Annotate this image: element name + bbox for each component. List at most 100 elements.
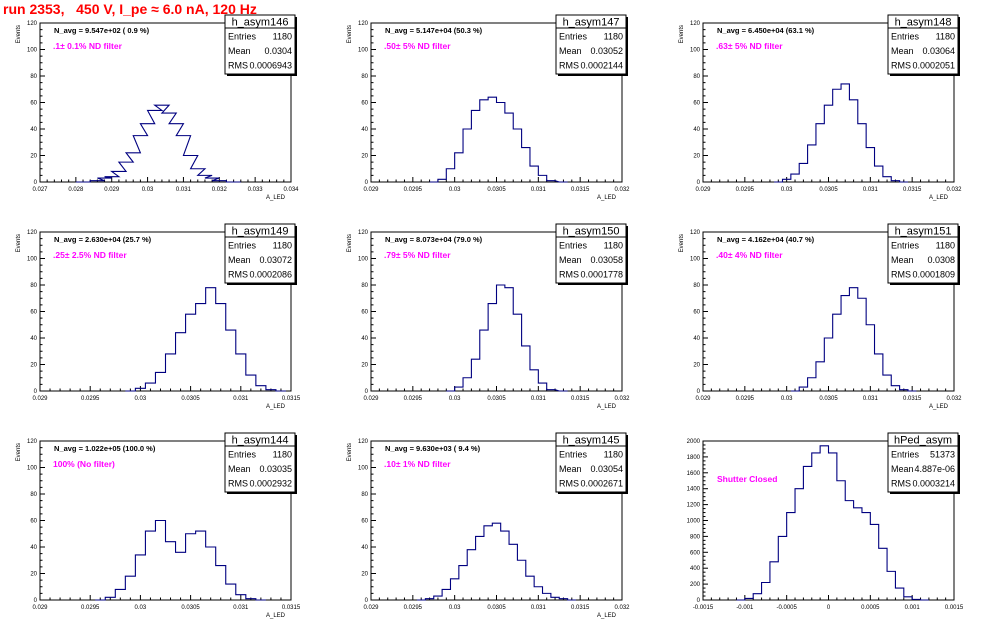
x-tick-label: -0.0005 (776, 605, 797, 611)
y-tick-label: 80 (361, 74, 368, 80)
y-axis-label: Events (347, 25, 353, 43)
y-tick-label: 100 (27, 466, 38, 472)
x-axis-label: A_LED (266, 613, 286, 619)
y-axis-label: Events (16, 443, 22, 461)
x-tick-label: 0.031 (531, 605, 547, 611)
filter-label: 100% (No filter) (53, 459, 115, 469)
histogram-panel-hPed_asym: -0.0015 -0.001 -0.0005 0 0.0005 0.001 0.0015 0 2… (687, 432, 964, 611)
stats-value: 1180 (604, 450, 623, 460)
stats-value: 4.887e-06 (914, 464, 955, 474)
stats-value: 0.0002671 (580, 479, 623, 489)
stats-label: Mean (559, 255, 582, 265)
n-avg-annotation: N_avg = 9.547e+02 ( 0.9 %) (54, 26, 150, 35)
stats-label: RMS (228, 270, 248, 280)
n-avg-annotation: N_avg = 1.022e+05 (100.0 %) (54, 444, 156, 453)
x-tick-label: 0.03 (449, 396, 461, 402)
y-tick-label: 40 (361, 545, 368, 551)
filter-label: .10± 1% ND filter (384, 459, 451, 469)
x-tick-label: 0.029 (695, 187, 711, 193)
x-tick-label: 0.028 (68, 187, 84, 193)
x-tick-label: 0.032 (212, 187, 228, 193)
y-tick-label: 60 (693, 101, 700, 107)
stats-label: Mean (891, 255, 914, 265)
stats-box (555, 223, 627, 284)
x-tick-label: 0.032 (614, 187, 630, 193)
stats-label: Entries (228, 450, 257, 460)
histogram-name: h_asym148 (895, 17, 952, 29)
x-tick-label: 0.031 (531, 187, 547, 193)
y-tick-label: 100 (358, 466, 369, 472)
y-tick-label: 80 (30, 74, 37, 80)
x-tick-label: 0.029 (32, 605, 48, 611)
stats-label: Entries (559, 241, 588, 251)
x-tick-label: 0.0295 (404, 187, 423, 193)
filter-label: .63± 5% ND filter (716, 41, 783, 51)
y-tick-label: 600 (690, 550, 701, 556)
stats-box (887, 223, 959, 284)
filter-label: .1± 0.1% ND filter (53, 41, 123, 51)
stats-box (224, 14, 296, 75)
y-tick-label: 80 (361, 283, 368, 289)
stats-value: 0.0002932 (249, 479, 292, 489)
histogram-line (125, 287, 286, 392)
x-tick-label: 0.032 (614, 605, 630, 611)
stats-label: RMS (559, 61, 579, 71)
histogram-name: h_asym146 (232, 17, 289, 29)
x-tick-label: 0.0305 (181, 605, 200, 611)
y-tick-label: 100 (27, 48, 38, 54)
stats-label: Mean (228, 464, 251, 474)
x-tick-label: 0.029 (363, 396, 379, 402)
y-tick-label: 60 (30, 519, 37, 525)
y-tick-label: 120 (690, 21, 701, 27)
y-tick-label: 20 (361, 572, 368, 578)
x-tick-label: 0.031 (863, 396, 879, 402)
stats-label: Mean (228, 255, 251, 265)
histogram-name: h_asym145 (563, 435, 620, 447)
histogram-line (446, 284, 568, 392)
histogram-name: h_asym147 (563, 17, 620, 29)
x-tick-label: 0.0315 (903, 187, 922, 193)
stats-value: 0.0002051 (912, 61, 955, 71)
y-tick-label: 40 (30, 545, 37, 551)
y-tick-label: 60 (693, 310, 700, 316)
histogram-panel-h_asym147: 0.029 0.0295 0.03 0.0305 0.031 0.0315 0.032 0 20… (347, 14, 630, 201)
y-tick-label: 120 (27, 439, 38, 445)
n-avg-annotation: N_avg = 9.630e+03 ( 9.4 %) (385, 444, 481, 453)
stats-value: 1180 (273, 450, 292, 460)
y-tick-label: 80 (693, 283, 700, 289)
y-tick-label: 120 (358, 439, 369, 445)
y-axis-label: Events (347, 234, 353, 252)
x-tick-label: 0.031 (863, 187, 879, 193)
y-tick-label: 0 (697, 598, 701, 604)
histogram-name: h_asym150 (563, 226, 620, 238)
stats-box (887, 432, 959, 493)
y-tick-label: 100 (27, 257, 38, 263)
x-tick-label: 0.0315 (282, 605, 301, 611)
x-axis-label: A_LED (929, 404, 949, 410)
x-tick-label: 0.034 (283, 187, 299, 193)
y-tick-label: 20 (30, 572, 37, 578)
histogram-panel-h_asym148: 0.029 0.0295 0.03 0.0305 0.031 0.0315 0.032 0 20… (679, 14, 962, 201)
x-tick-label: 0.032 (946, 396, 962, 402)
stats-value: 0.0006943 (249, 61, 292, 71)
stats-value: 0.0304 (264, 46, 292, 56)
y-tick-label: 40 (693, 127, 700, 133)
stats-value: 0.03058 (590, 255, 623, 265)
stats-label: Entries (228, 241, 257, 251)
x-tick-label: 0.0315 (571, 187, 590, 193)
x-tick-label: 0.0295 (404, 396, 423, 402)
filter-label: Shutter Closed (717, 474, 777, 484)
histogram-line (95, 519, 266, 601)
y-tick-label: 20 (361, 154, 368, 160)
stats-label: Entries (891, 450, 920, 460)
stats-box (224, 223, 296, 284)
stats-box (555, 14, 627, 75)
histogram-name: h_asym151 (895, 226, 952, 238)
x-tick-label: 0.0295 (81, 605, 100, 611)
y-axis-label: Events (347, 443, 353, 461)
stats-value: 0.0002086 (249, 270, 292, 280)
y-tick-label: 100 (358, 257, 369, 263)
stats-label: Mean (891, 46, 914, 56)
y-tick-label: 0 (697, 389, 701, 395)
stats-value: 1180 (936, 241, 955, 251)
